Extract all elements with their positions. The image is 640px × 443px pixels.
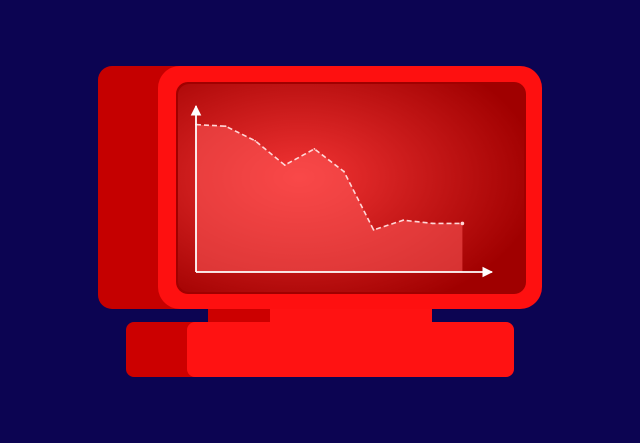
chart-series-line — [195, 123, 463, 231]
line-chart-icon — [190, 104, 494, 278]
chart-point — [431, 222, 434, 225]
chart-point — [372, 228, 375, 231]
chart-area-fill — [196, 124, 463, 272]
chart-point — [224, 125, 227, 128]
base-front-panel — [187, 322, 514, 377]
chart-point — [343, 170, 345, 173]
chart-point — [460, 221, 465, 226]
chart-point — [283, 164, 286, 166]
chart-point — [313, 147, 316, 150]
chart-point — [402, 219, 405, 222]
chart-point — [254, 139, 257, 142]
